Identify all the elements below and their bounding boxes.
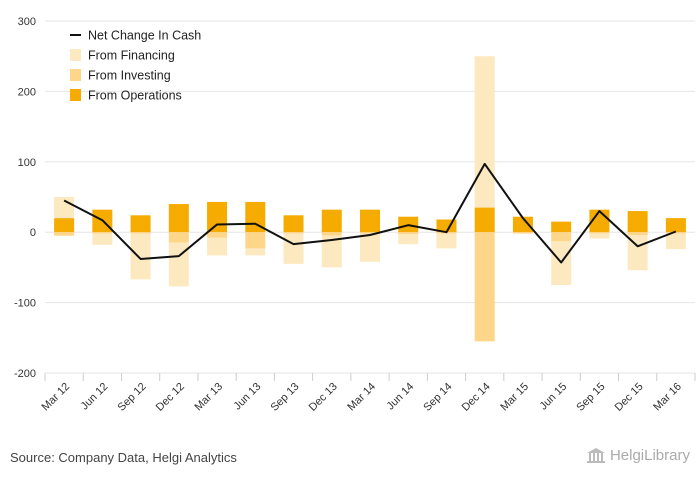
bar-from-operations <box>665 218 686 233</box>
x-tick-label: Mar 16 <box>651 381 684 414</box>
legend-swatch <box>70 69 81 81</box>
x-tick-label: Dec 15 <box>613 381 646 414</box>
bar-from-investing <box>551 232 572 242</box>
bar-from-operations <box>512 216 533 233</box>
bar-from-investing <box>474 232 495 342</box>
bar-from-operations <box>283 215 304 233</box>
bar-from-investing <box>398 232 419 235</box>
bar-from-investing <box>512 232 533 234</box>
x-tick-label: Jun 12 <box>79 381 111 413</box>
x-tick-label: Mar 14 <box>345 381 378 414</box>
bar-from-financing <box>245 248 266 256</box>
x-axis-ticks: Mar 12 Jun 12 Sep 12 Dec 12 Mar 13 Jun 13 Sep … <box>40 373 696 414</box>
bar-from-financing <box>665 233 686 250</box>
net-change-line-layer <box>63 162 677 264</box>
bar-from-financing <box>207 237 228 256</box>
x-tick-label: Dec 12 <box>154 381 187 414</box>
source-note: Source: Company Data, Helgi Analytics <box>10 450 237 465</box>
y-tick-label: 200 <box>18 86 36 98</box>
x-tick-label: Jun 13 <box>232 381 264 413</box>
library-icon <box>586 447 605 463</box>
legend-label: Net Change In Cash <box>88 29 201 43</box>
bar-from-operations <box>207 201 228 233</box>
bar-from-financing <box>398 234 419 245</box>
legend-swatch <box>70 89 81 101</box>
bar-from-investing <box>245 232 266 249</box>
legend-label: From Operations <box>88 89 182 103</box>
bar-from-investing <box>168 232 189 243</box>
legend-swatch <box>70 49 81 61</box>
net-change-line <box>63 162 677 264</box>
bar-from-financing <box>436 233 457 249</box>
x-tick-label: Jun 14 <box>385 381 417 413</box>
brand-name: HelgiLibrary <box>609 447 690 464</box>
x-tick-label: Sep 12 <box>116 381 149 414</box>
bar-from-operations <box>130 215 151 233</box>
bar-from-investing <box>589 232 610 234</box>
bar-from-investing <box>360 232 380 234</box>
x-tick-label: Mar 12 <box>40 381 73 414</box>
bar-from-investing <box>283 232 304 234</box>
x-tick-label: Mar 15 <box>498 381 531 414</box>
y-tick-label: 300 <box>18 16 36 28</box>
bar-from-financing <box>168 242 189 287</box>
bar-from-financing <box>321 235 342 268</box>
bar-from-investing <box>665 232 686 234</box>
bar-from-operations <box>474 207 495 233</box>
bar-from-financing <box>360 233 380 262</box>
y-tick-label: -100 <box>14 298 36 310</box>
legend: Net Change In Cash From Financing From Inv… <box>70 29 201 103</box>
bar-from-investing <box>130 232 151 234</box>
bar-from-operations <box>360 209 380 233</box>
bar-from-operations <box>551 221 572 233</box>
x-tick-label: Mar 13 <box>192 381 225 414</box>
bar-from-financing <box>92 233 113 245</box>
brand-logo: HelgiLibrary <box>586 447 690 464</box>
bar-from-financing <box>54 197 75 219</box>
bar-from-operations <box>54 218 75 233</box>
x-tick-label: Dec 13 <box>307 381 340 414</box>
bar-from-investing <box>321 232 342 236</box>
bar-from-investing <box>207 232 228 238</box>
legend-label: From Financing <box>88 49 175 63</box>
y-tick-label: -200 <box>14 368 36 380</box>
x-tick-label: Dec 14 <box>460 381 493 414</box>
y-axis-ticks: -200 -100 0 100 200 300 <box>14 16 36 380</box>
y-tick-label: 100 <box>18 157 36 169</box>
bar-from-financing <box>283 233 304 264</box>
x-tick-label: Sep 15 <box>574 381 607 414</box>
legend-label: From Investing <box>88 69 171 83</box>
bar-from-investing <box>92 232 113 234</box>
x-tick-label: Sep 13 <box>269 381 302 414</box>
x-tick-label: Sep 14 <box>421 381 454 414</box>
bar-from-operations <box>627 211 648 233</box>
bar-from-financing <box>589 233 610 239</box>
bar-from-financing <box>474 56 495 208</box>
bar-from-operations <box>321 209 342 233</box>
bar-from-investing <box>627 232 648 236</box>
x-tick-label: Jun 15 <box>537 381 569 413</box>
bar-from-operations <box>168 204 189 233</box>
bar-from-investing <box>54 232 75 236</box>
y-tick-label: 0 <box>30 227 36 239</box>
bar-from-financing <box>130 233 151 280</box>
